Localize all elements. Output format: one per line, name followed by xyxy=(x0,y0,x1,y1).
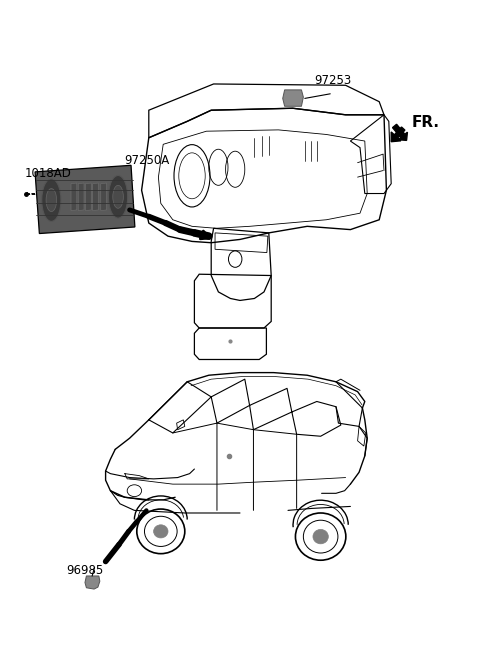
Polygon shape xyxy=(283,90,303,106)
Polygon shape xyxy=(35,165,135,234)
Polygon shape xyxy=(85,183,91,211)
FancyArrow shape xyxy=(391,127,405,142)
Text: FR.: FR. xyxy=(412,115,440,129)
FancyArrow shape xyxy=(393,124,408,140)
Ellipse shape xyxy=(113,185,123,208)
Polygon shape xyxy=(85,576,100,589)
Ellipse shape xyxy=(42,178,61,222)
Ellipse shape xyxy=(154,525,168,538)
Text: 97250A: 97250A xyxy=(124,154,169,167)
Polygon shape xyxy=(93,183,98,211)
Ellipse shape xyxy=(46,189,57,211)
Polygon shape xyxy=(101,183,107,211)
Ellipse shape xyxy=(313,529,328,544)
Ellipse shape xyxy=(108,175,128,218)
Polygon shape xyxy=(78,183,84,211)
Text: 96985: 96985 xyxy=(66,564,104,577)
Polygon shape xyxy=(71,183,77,211)
Text: 97253: 97253 xyxy=(314,73,351,87)
Text: 1018AD: 1018AD xyxy=(25,167,72,180)
